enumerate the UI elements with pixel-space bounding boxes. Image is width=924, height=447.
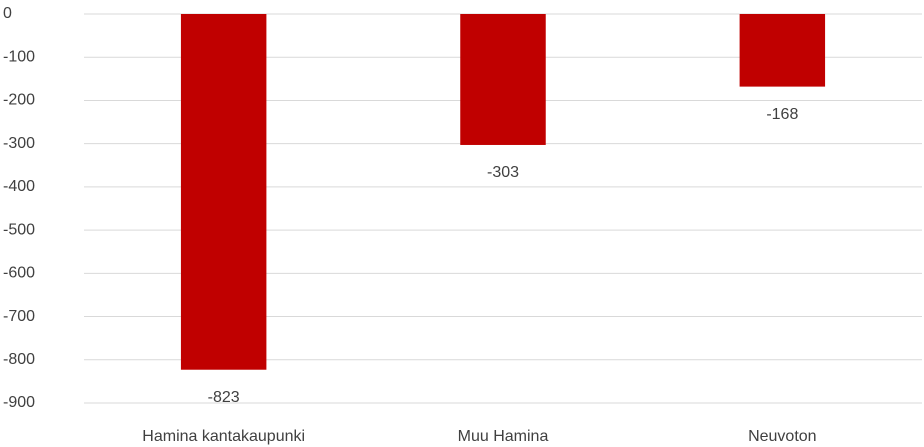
x-tick-label: Neuvoton bbox=[748, 428, 817, 445]
bar bbox=[460, 14, 546, 145]
data-label: -823 bbox=[208, 389, 240, 406]
data-label: -303 bbox=[487, 164, 519, 181]
y-tick-label: -900 bbox=[3, 394, 35, 411]
y-tick-label: 0 bbox=[3, 5, 12, 22]
y-tick-label: -800 bbox=[3, 351, 35, 368]
y-tick-label: -300 bbox=[3, 135, 35, 152]
y-tick-label: -500 bbox=[3, 221, 35, 238]
y-tick-label: -100 bbox=[3, 48, 35, 65]
y-tick-label: -200 bbox=[3, 92, 35, 109]
y-tick-label: -600 bbox=[3, 265, 35, 282]
x-tick-label: Muu Hamina bbox=[458, 428, 549, 445]
y-tick-label: -700 bbox=[3, 308, 35, 325]
y-tick-label: -400 bbox=[3, 178, 35, 195]
data-label: -168 bbox=[766, 106, 798, 123]
bar bbox=[180, 14, 267, 370]
bar bbox=[739, 14, 826, 87]
x-tick-label: Hamina kantakaupunki bbox=[142, 428, 305, 445]
